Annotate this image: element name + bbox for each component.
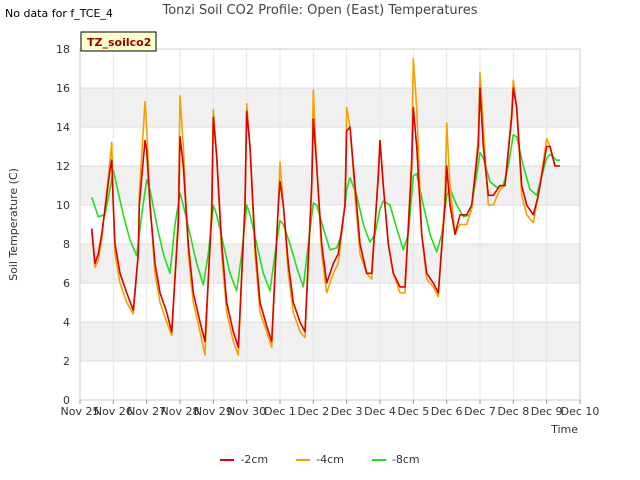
- legend-item: -2cm: [220, 453, 268, 466]
- y-tick-label: 14: [56, 121, 70, 134]
- annotation-box: TZ_soilco2: [80, 31, 157, 52]
- x-tick-label: Dec 7: [464, 405, 496, 418]
- x-tick-label: Dec 3: [331, 405, 363, 418]
- x-axis-label: Time: [550, 423, 578, 436]
- legend-swatch: [371, 458, 386, 461]
- x-tick-label: Dec 1: [264, 405, 296, 418]
- y-tick-label: 8: [63, 238, 70, 251]
- legend-swatch: [296, 458, 311, 461]
- x-tick-label: Dec 4: [364, 405, 396, 418]
- y-tick-label: 18: [56, 43, 70, 56]
- series-line-2cm: [90, 87, 560, 349]
- y-tick-label: 12: [56, 160, 70, 173]
- legend-swatch: [220, 458, 235, 461]
- x-tick-label: Nov 27: [127, 405, 166, 418]
- y-tick-label: 16: [56, 82, 70, 95]
- y-axis-label: Soil Temperature (C): [7, 168, 20, 281]
- legend-label: -2cm: [240, 453, 269, 466]
- series-lines: [90, 58, 560, 356]
- grid-band: [80, 283, 580, 322]
- series-line-8cm: [90, 134, 560, 292]
- chart-title: Tonzi Soil CO2 Profile: Open (East) Temp…: [162, 3, 478, 18]
- grid-bands: [80, 49, 580, 400]
- x-tick-label: Nov 26: [94, 405, 133, 418]
- x-tick-label: Nov 28: [161, 405, 200, 418]
- x-tick-label: Dec 10: [561, 405, 600, 418]
- y-tick-label: 4: [63, 316, 70, 329]
- grid-band: [80, 361, 580, 400]
- x-tick-label: Nov 30: [227, 405, 266, 418]
- x-tick-label: Dec 8: [497, 405, 529, 418]
- annotation-label: TZ_soilco2: [87, 36, 151, 49]
- legend-label: -8cm: [391, 453, 420, 466]
- y-tick-label: 2: [63, 355, 70, 368]
- grid-band: [80, 127, 580, 166]
- x-tick-label: Nov 25: [61, 405, 100, 418]
- y-tick-label: 10: [56, 199, 70, 212]
- x-tick-label: Dec 6: [431, 405, 463, 418]
- grid-band: [80, 205, 580, 244]
- legend-label: -4cm: [316, 453, 344, 466]
- no-data-notice: No data for f_TCE_4: [5, 7, 113, 20]
- plot-frame: [79, 48, 581, 401]
- legend-item: -8cm: [371, 453, 420, 466]
- y-axis: 0 2 4 6 8 10 12 14 16 18: [56, 43, 70, 407]
- y-tick-label: 6: [63, 277, 70, 290]
- grid-band: [80, 49, 580, 88]
- x-tick-label: Dec 2: [297, 405, 329, 418]
- legend-item: -4cm: [296, 453, 344, 466]
- x-tick-label: Dec 5: [397, 405, 429, 418]
- x-tick-label: Nov 29: [194, 405, 233, 418]
- legend: -2cm -4cm -8cm: [0, 453, 640, 466]
- grid-band: [80, 88, 580, 127]
- x-tick-label: Dec 9: [531, 405, 563, 418]
- y-tick-label: 0: [63, 394, 70, 407]
- grid-band: [80, 322, 580, 361]
